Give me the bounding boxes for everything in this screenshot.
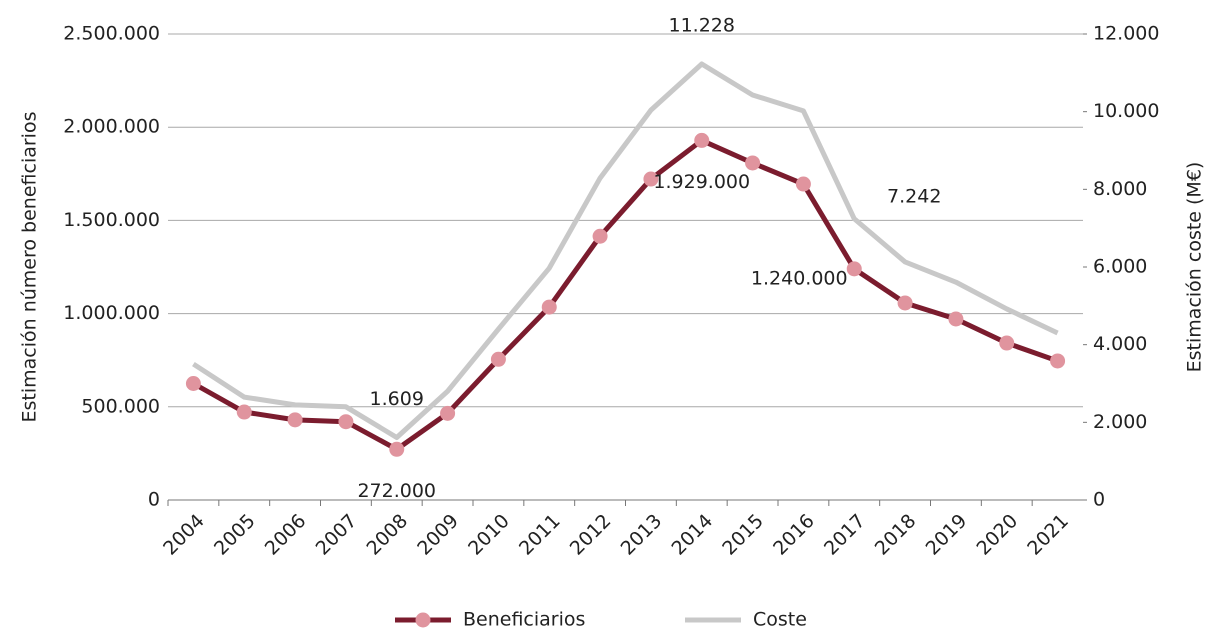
series-line (192, 61, 1059, 441)
x-tick-label: 2021 (1023, 510, 1073, 560)
value-label: 7.242 (887, 185, 941, 207)
marker (643, 171, 659, 187)
x-tick-label: 2017 (820, 510, 870, 560)
legend-label: Beneficiarios (463, 609, 585, 631)
marker (236, 404, 252, 420)
legend-label: Coste (753, 609, 807, 631)
x-tick-label: 2006 (261, 510, 311, 560)
value-label: 272.000 (357, 480, 436, 502)
x-tick-label: 2012 (566, 510, 616, 560)
x-tick-label: 2020 (972, 510, 1022, 560)
marker (745, 155, 761, 171)
series-line (192, 137, 1059, 452)
marker (846, 261, 862, 277)
y-tick-label: 2.000.000 (63, 116, 160, 138)
marker (795, 176, 811, 192)
marker (694, 132, 710, 148)
value-label: 11.228 (669, 14, 735, 36)
y2-tick-label: 2.000 (1093, 411, 1147, 433)
y2-tick-label: 6.000 (1093, 256, 1147, 278)
value-label: 1.609 (370, 388, 424, 410)
y2-tick-label: 10.000 (1093, 100, 1159, 122)
y-tick-label: 2.500.000 (63, 23, 160, 45)
value-label: 1.929.000 (653, 171, 750, 193)
marker (1050, 353, 1066, 369)
x-tick-label: 2005 (210, 510, 260, 560)
marker (897, 295, 913, 311)
x-tick-label: 2014 (667, 510, 717, 560)
marker (389, 441, 405, 457)
marker (948, 311, 964, 327)
y-tick-label: 500.000 (81, 395, 160, 417)
y2-axis-title: Estimación coste (M€) (1184, 162, 1206, 373)
x-tick-label: 2015 (718, 510, 768, 560)
marker (592, 228, 608, 244)
y-tick-label: 1.500.000 (63, 209, 160, 231)
marker (287, 412, 303, 428)
x-tick-label: 2007 (312, 510, 362, 560)
x-tick-label: 2013 (617, 510, 667, 560)
x-tick-label: 2018 (871, 510, 921, 560)
y-axis-title: Estimación número beneficiarios (19, 112, 41, 423)
y-tick-label: 0 (148, 489, 160, 511)
value-label: 1.240.000 (751, 267, 848, 289)
marker (490, 351, 506, 367)
y2-tick-label: 0 (1093, 489, 1105, 511)
x-tick-label: 2004 (159, 510, 209, 560)
y2-tick-label: 4.000 (1093, 333, 1147, 355)
x-tick-label: 2016 (769, 510, 819, 560)
x-tick-label: 2019 (922, 510, 972, 560)
marker (999, 335, 1015, 351)
legend-marker (415, 612, 431, 628)
marker (440, 405, 456, 421)
y-tick-label: 1.000.000 (63, 302, 160, 324)
x-tick-label: 2009 (413, 510, 463, 560)
x-tick-label: 2011 (515, 510, 565, 560)
x-tick-label: 2008 (362, 510, 412, 560)
x-tick-label: 2010 (464, 510, 514, 560)
y2-tick-label: 8.000 (1093, 178, 1147, 200)
marker (338, 414, 354, 430)
marker (541, 299, 557, 315)
y2-tick-label: 12.000 (1093, 23, 1159, 45)
marker (185, 376, 201, 391)
